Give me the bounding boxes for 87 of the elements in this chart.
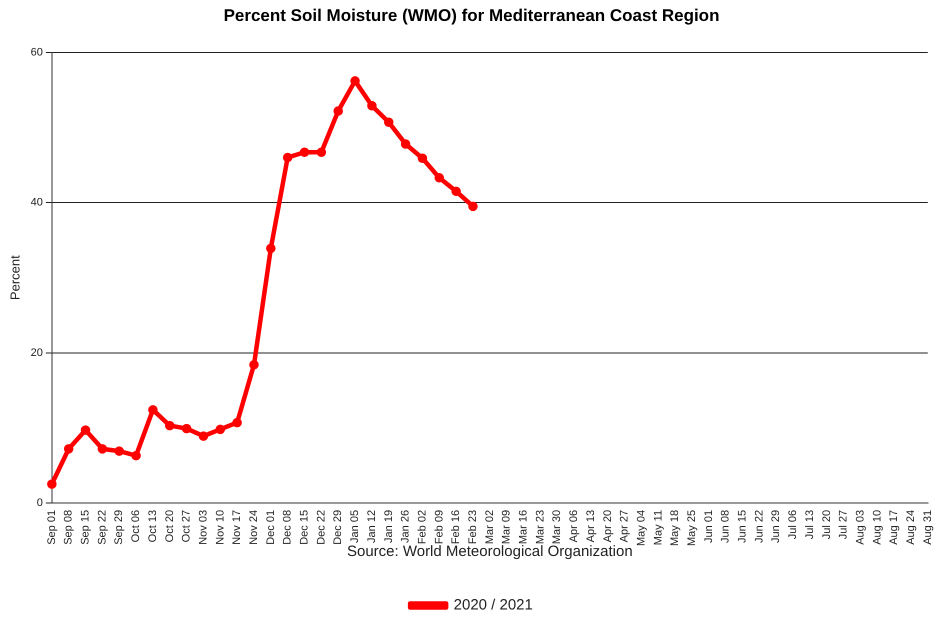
x-tick-label: Jul 27 bbox=[838, 510, 850, 540]
x-tick-label: Sep 08 bbox=[62, 510, 75, 545]
x-tick-label: Jun 22 bbox=[753, 510, 766, 543]
point bbox=[114, 446, 124, 456]
point bbox=[131, 450, 141, 460]
x-tick-label: May 04 bbox=[635, 510, 648, 546]
x-tick-label: Feb 02 bbox=[416, 510, 428, 544]
point bbox=[182, 424, 192, 434]
x-tick-label: Jun 29 bbox=[770, 510, 782, 543]
x-tick-label: Jun 08 bbox=[720, 510, 732, 543]
x-tick-label: Sep 22 bbox=[96, 510, 108, 545]
x-tick-label: Jul 06 bbox=[787, 510, 800, 540]
x-tick-label: Oct 20 bbox=[164, 510, 176, 542]
x-tick-label: Nov 10 bbox=[214, 510, 226, 545]
x-tick-label: Jul 13 bbox=[804, 510, 816, 540]
point bbox=[249, 360, 259, 370]
x-tick-label: Mar 23 bbox=[534, 510, 546, 544]
x-tick-label: Jan 12 bbox=[366, 510, 378, 543]
x-tick-label: May 25 bbox=[686, 510, 698, 546]
x-tick-label: Jul 20 bbox=[820, 510, 833, 540]
point bbox=[367, 100, 377, 110]
point bbox=[333, 106, 343, 116]
x-tick-label: Jun 15 bbox=[736, 510, 749, 543]
x-tick-label: Oct 13 bbox=[146, 510, 159, 542]
x-tick-label: Apr 27 bbox=[618, 510, 631, 542]
x-tick-label: Sep 01 bbox=[46, 510, 58, 545]
x-tick-label: Dec 22 bbox=[315, 510, 328, 545]
point bbox=[80, 425, 90, 435]
x-tick-label: Oct 06 bbox=[130, 510, 142, 542]
x-tick-label: Aug 03 bbox=[854, 510, 866, 545]
x-tick-label: Feb 23 bbox=[467, 510, 480, 544]
x-tick-label: Feb 09 bbox=[433, 510, 446, 544]
source-note: Source: World Meteorological Organization bbox=[346, 543, 633, 560]
x-tick-label: Sep 29 bbox=[113, 510, 126, 545]
point bbox=[400, 139, 410, 149]
x-tick-label: Jan 26 bbox=[400, 510, 412, 543]
y-axis-title: Percent bbox=[7, 254, 22, 300]
point bbox=[282, 152, 292, 162]
x-tick-label: May 11 bbox=[652, 510, 664, 546]
x-tick-label: Dec 01 bbox=[264, 510, 277, 545]
point bbox=[434, 173, 444, 183]
x-tick-label: Mar 16 bbox=[518, 510, 530, 544]
point bbox=[232, 418, 242, 428]
x-tick-label: Dec 08 bbox=[282, 510, 294, 545]
point bbox=[198, 431, 208, 441]
x-tick-label: Nov 03 bbox=[197, 510, 210, 545]
x-tick-label: Jan 05 bbox=[349, 510, 362, 543]
point bbox=[98, 444, 108, 454]
x-tick-label: Aug 17 bbox=[888, 510, 900, 545]
x-tick-label: Feb 16 bbox=[450, 510, 462, 544]
chart-title: Percent Soil Moisture (WMO) for Mediterranean Coast Region bbox=[224, 6, 720, 25]
x-tick-label: Aug 10 bbox=[871, 510, 884, 545]
x-tick-label: Apr 20 bbox=[602, 510, 614, 542]
point bbox=[266, 244, 276, 254]
x-tick-label: Mar 09 bbox=[500, 510, 513, 544]
point bbox=[216, 424, 226, 434]
x-tick-label: Nov 24 bbox=[248, 510, 260, 545]
x-tick-label: Apr 13 bbox=[584, 510, 597, 542]
point bbox=[148, 405, 158, 415]
point bbox=[165, 420, 175, 430]
x-tick-label: Aug 24 bbox=[904, 510, 917, 545]
y-tick-label: 0 bbox=[36, 496, 43, 509]
point bbox=[316, 148, 326, 158]
point bbox=[300, 148, 310, 158]
point bbox=[451, 186, 461, 196]
x-tick-label: Mar 30 bbox=[551, 510, 564, 544]
x-tick-label: Sep 15 bbox=[80, 510, 92, 545]
x-tick-label: Dec 15 bbox=[298, 510, 311, 545]
point bbox=[47, 479, 57, 489]
x-tick-label: Jan 19 bbox=[382, 510, 395, 543]
x-tick-label: Apr 06 bbox=[568, 510, 580, 542]
legend-label: 2020 / 2021 bbox=[454, 596, 533, 614]
x-tick-label: Jun 01 bbox=[702, 510, 715, 543]
y-tick-label: 40 bbox=[30, 196, 43, 209]
x-tick-label: Nov 17 bbox=[231, 510, 244, 545]
point bbox=[384, 117, 394, 127]
x-tick-label: Mar 02 bbox=[484, 510, 496, 544]
x-tick-label: Aug 31 bbox=[922, 510, 934, 545]
x-tick-label: May 18 bbox=[669, 510, 682, 546]
y-tick-label: 20 bbox=[30, 346, 43, 359]
point bbox=[418, 154, 428, 164]
y-tick-label: 60 bbox=[30, 46, 43, 58]
x-tick-label: Dec 29 bbox=[332, 510, 344, 545]
point bbox=[468, 202, 478, 212]
x-tick-label: Oct 27 bbox=[180, 510, 193, 542]
point bbox=[350, 76, 360, 86]
point bbox=[64, 444, 74, 454]
